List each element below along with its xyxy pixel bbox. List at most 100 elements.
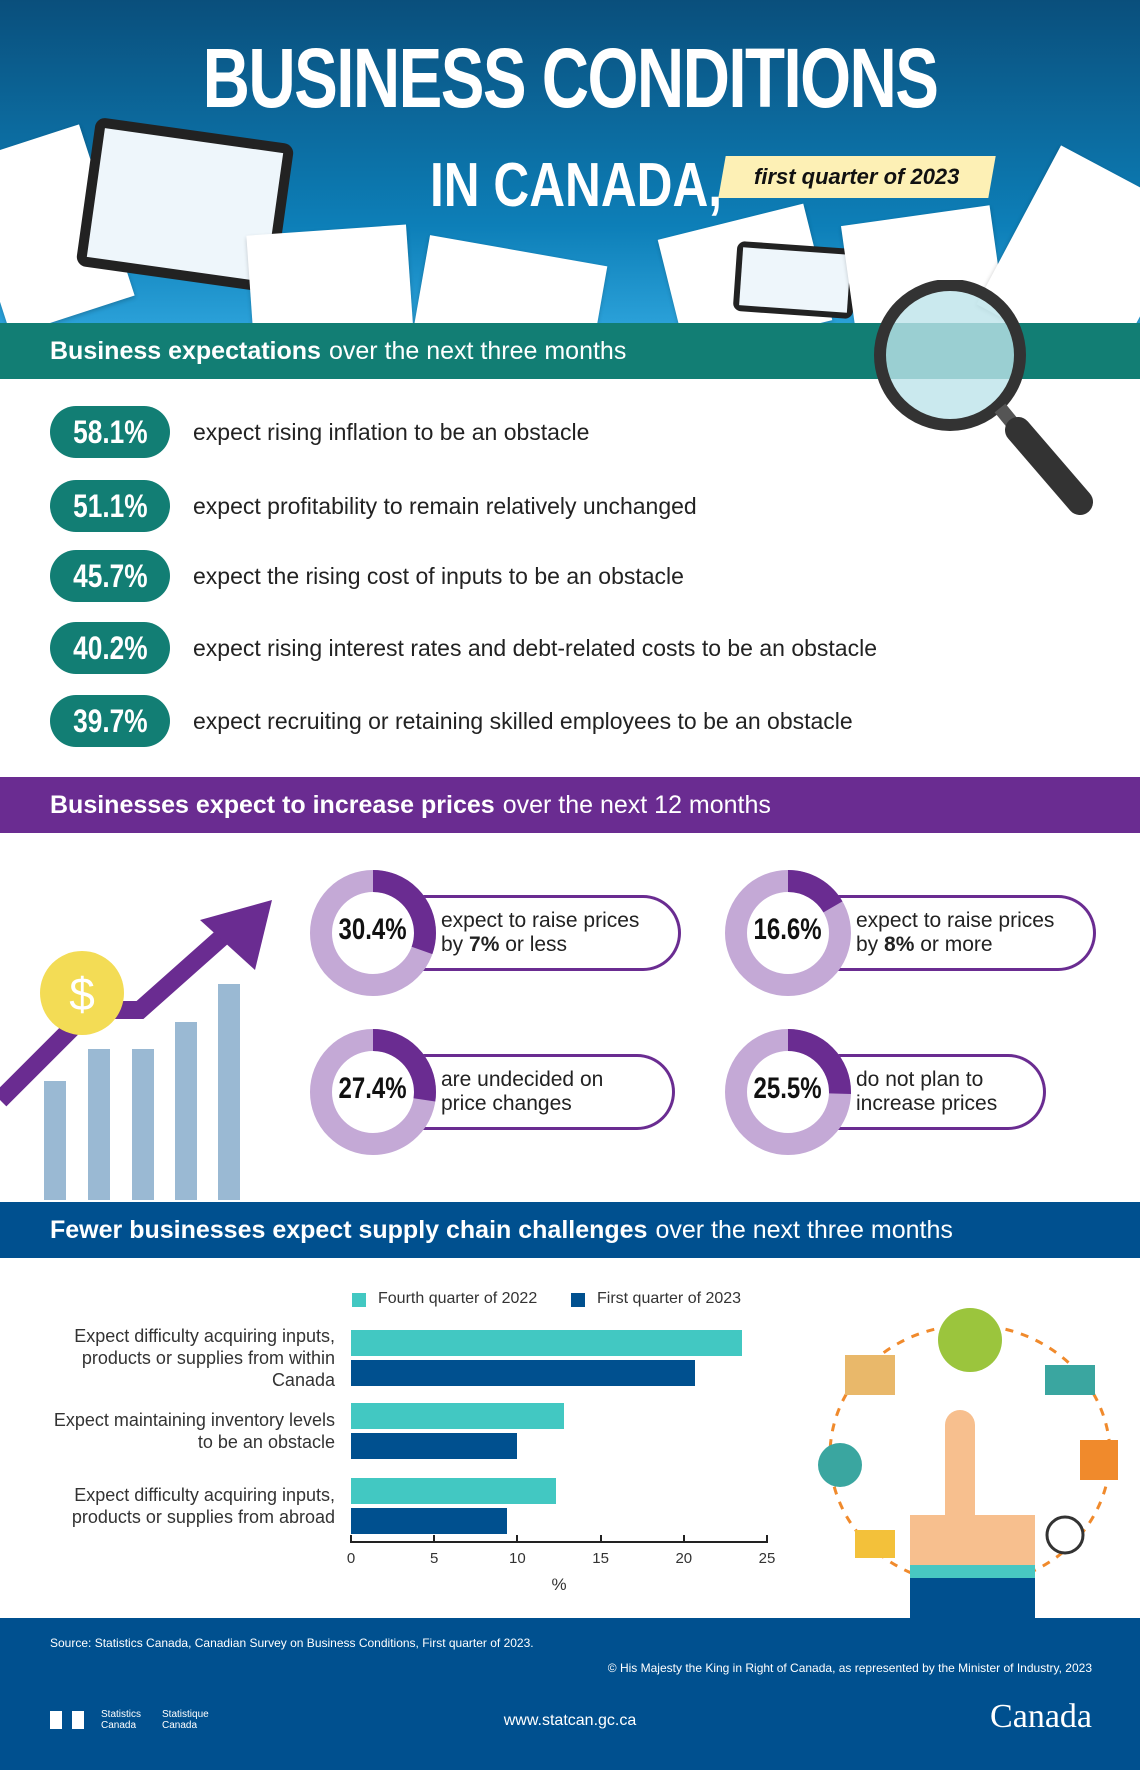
expectation-text: expect rising inflation to be an obstacl…: [193, 418, 590, 445]
copyright-note: © His Majesty the King in Right of Canad…: [607, 1661, 1092, 1675]
label-text: price changes: [441, 1092, 572, 1115]
tick-label: 25: [758, 1550, 776, 1567]
canada-wordmark: Canada: [990, 1698, 1092, 1735]
tick-label: 15: [592, 1550, 609, 1567]
donut-value: 16.6%: [725, 913, 851, 947]
tick-label: 5: [430, 1550, 439, 1567]
heading-rest: over the next three months: [328, 336, 627, 365]
label-text: increase prices: [856, 1092, 998, 1115]
donut-value: 25.5%: [725, 1072, 851, 1106]
donut-value: 30.4%: [310, 913, 436, 947]
label-text: by: [856, 933, 885, 956]
bar-q4-2022: [351, 1330, 743, 1356]
expectation-text: expect the rising cost of inputs to be a…: [193, 562, 684, 589]
x-axis-label: %: [551, 1575, 567, 1594]
legend-swatch: [571, 1293, 585, 1307]
donut-value-text: 25.5%: [753, 1072, 823, 1105]
package-icon: [1080, 1440, 1118, 1480]
category-label: Expect difficulty acquiring inputs, prod…: [71, 1485, 335, 1527]
percent-value: 51.1%: [72, 487, 148, 524]
donut-chart: [725, 870, 851, 996]
bar-illustration: [132, 1049, 154, 1200]
truck-icon: [1045, 1365, 1095, 1395]
donut-fill: [725, 870, 851, 996]
label-line2: increase prices: [856, 1092, 1043, 1116]
legend-swatch: [352, 1293, 366, 1307]
donut-fill: [725, 1029, 851, 1155]
tick-mark: [433, 1535, 436, 1543]
globe-icon: [938, 1308, 1002, 1372]
bar-q1-2023: [351, 1433, 518, 1459]
category-label: Expect difficulty acquiring inputs, prod…: [74, 1326, 335, 1390]
label-line2: by 7% or less: [441, 933, 678, 957]
forklift-icon: [855, 1530, 895, 1558]
label-bold: 7%: [469, 933, 500, 956]
donut-value-text: 16.6%: [753, 913, 823, 946]
tick-label: 10: [509, 1550, 526, 1567]
percent-value: 45.7%: [72, 557, 148, 594]
donut-value-text: 27.4%: [338, 1072, 408, 1105]
x-axis: [351, 1541, 767, 1543]
prices-heading: Businesses expect to increase prices over…: [0, 777, 1140, 833]
donut-chart: [310, 870, 436, 996]
percent-value: 40.2%: [72, 629, 148, 666]
percent-pill: 39.7%: [50, 695, 170, 747]
statcan-logo-fr: Statistique Canada: [162, 1709, 209, 1731]
tick-mark: [599, 1535, 602, 1543]
bar-illustration: [218, 984, 240, 1200]
category-label: Expect maintaining inventory levels to b…: [53, 1410, 335, 1452]
bar-illustration: [175, 1022, 197, 1200]
dollar-symbol: $: [69, 968, 95, 1020]
tick-mark: [516, 1535, 519, 1543]
source-note: Source: Statistics Canada, Canadian Surv…: [50, 1636, 534, 1650]
phone-illustration: [732, 240, 858, 320]
statcan-logo-en: Statistics Canada: [101, 1709, 142, 1731]
tick-mark: [682, 1535, 685, 1543]
location-globe-icon: [818, 1443, 862, 1487]
supply-chain-illustration: [818, 1308, 1118, 1618]
percent-pill: 40.2%: [50, 622, 170, 674]
label-text: by: [441, 933, 470, 956]
heading-rest: over the next 12 months: [502, 790, 771, 819]
donut-value-text: 30.4%: [338, 913, 408, 946]
legend-label: Fourth quarter of 2022: [378, 1290, 538, 1307]
heading-bold: Business expectations: [50, 336, 321, 365]
dollar-coin-icon: [40, 951, 124, 1035]
bar-q4-2022: [351, 1478, 556, 1504]
label-line2: by 8% or more: [856, 933, 1093, 957]
magnifier-icon: [874, 280, 1093, 515]
tick-label: 0: [346, 1550, 356, 1567]
label-text: or less: [499, 933, 568, 956]
bar-q1-2023: [351, 1360, 696, 1386]
bar-illustration: [88, 1049, 110, 1200]
heading-bold: Businesses expect to increase prices: [50, 790, 495, 819]
label-line1: expect to raise prices: [856, 909, 1055, 932]
tick-mark: [766, 1535, 768, 1543]
stopwatch-icon: [1045, 1515, 1085, 1555]
percent-pill: 58.1%: [50, 406, 170, 458]
period-tag: first quarter of 2023: [718, 156, 996, 198]
box-icon: [845, 1355, 895, 1395]
percent-value: 58.1%: [72, 413, 148, 450]
expectation-text: expect profitability to remain relativel…: [193, 492, 697, 519]
tick-label: 20: [675, 1550, 693, 1567]
label-line2: price changes: [441, 1092, 672, 1116]
paper-illustration: [412, 235, 608, 323]
supply-heading: Fewer businesses expect supply chain cha…: [0, 1202, 1140, 1258]
bar-illustration: [44, 1081, 66, 1200]
donut-fill: [310, 870, 436, 996]
legend-label: First quarter of 2023: [597, 1290, 742, 1307]
price-increase-illustration: $: [0, 900, 272, 1200]
heading-rest: over the next three months: [655, 1215, 953, 1244]
donut-value: 27.4%: [310, 1072, 436, 1106]
donut-chart: [310, 1029, 436, 1155]
label-line1: do not plan to: [856, 1068, 984, 1091]
period-text: first quarter of 2023: [754, 164, 960, 189]
title-line1: BUSINESS CONDITIONS: [202, 31, 939, 125]
heading-bold: Fewer businesses expect supply chain cha…: [50, 1215, 648, 1244]
website-link[interactable]: www.statcan.gc.ca: [503, 1712, 637, 1729]
donut-chart: [725, 1029, 851, 1155]
donut-fill: [310, 1029, 436, 1155]
header-banner: BUSINESS CONDITIONS IN CANADA, first qua…: [0, 0, 1140, 323]
label-line1: are undecided on: [441, 1068, 604, 1091]
